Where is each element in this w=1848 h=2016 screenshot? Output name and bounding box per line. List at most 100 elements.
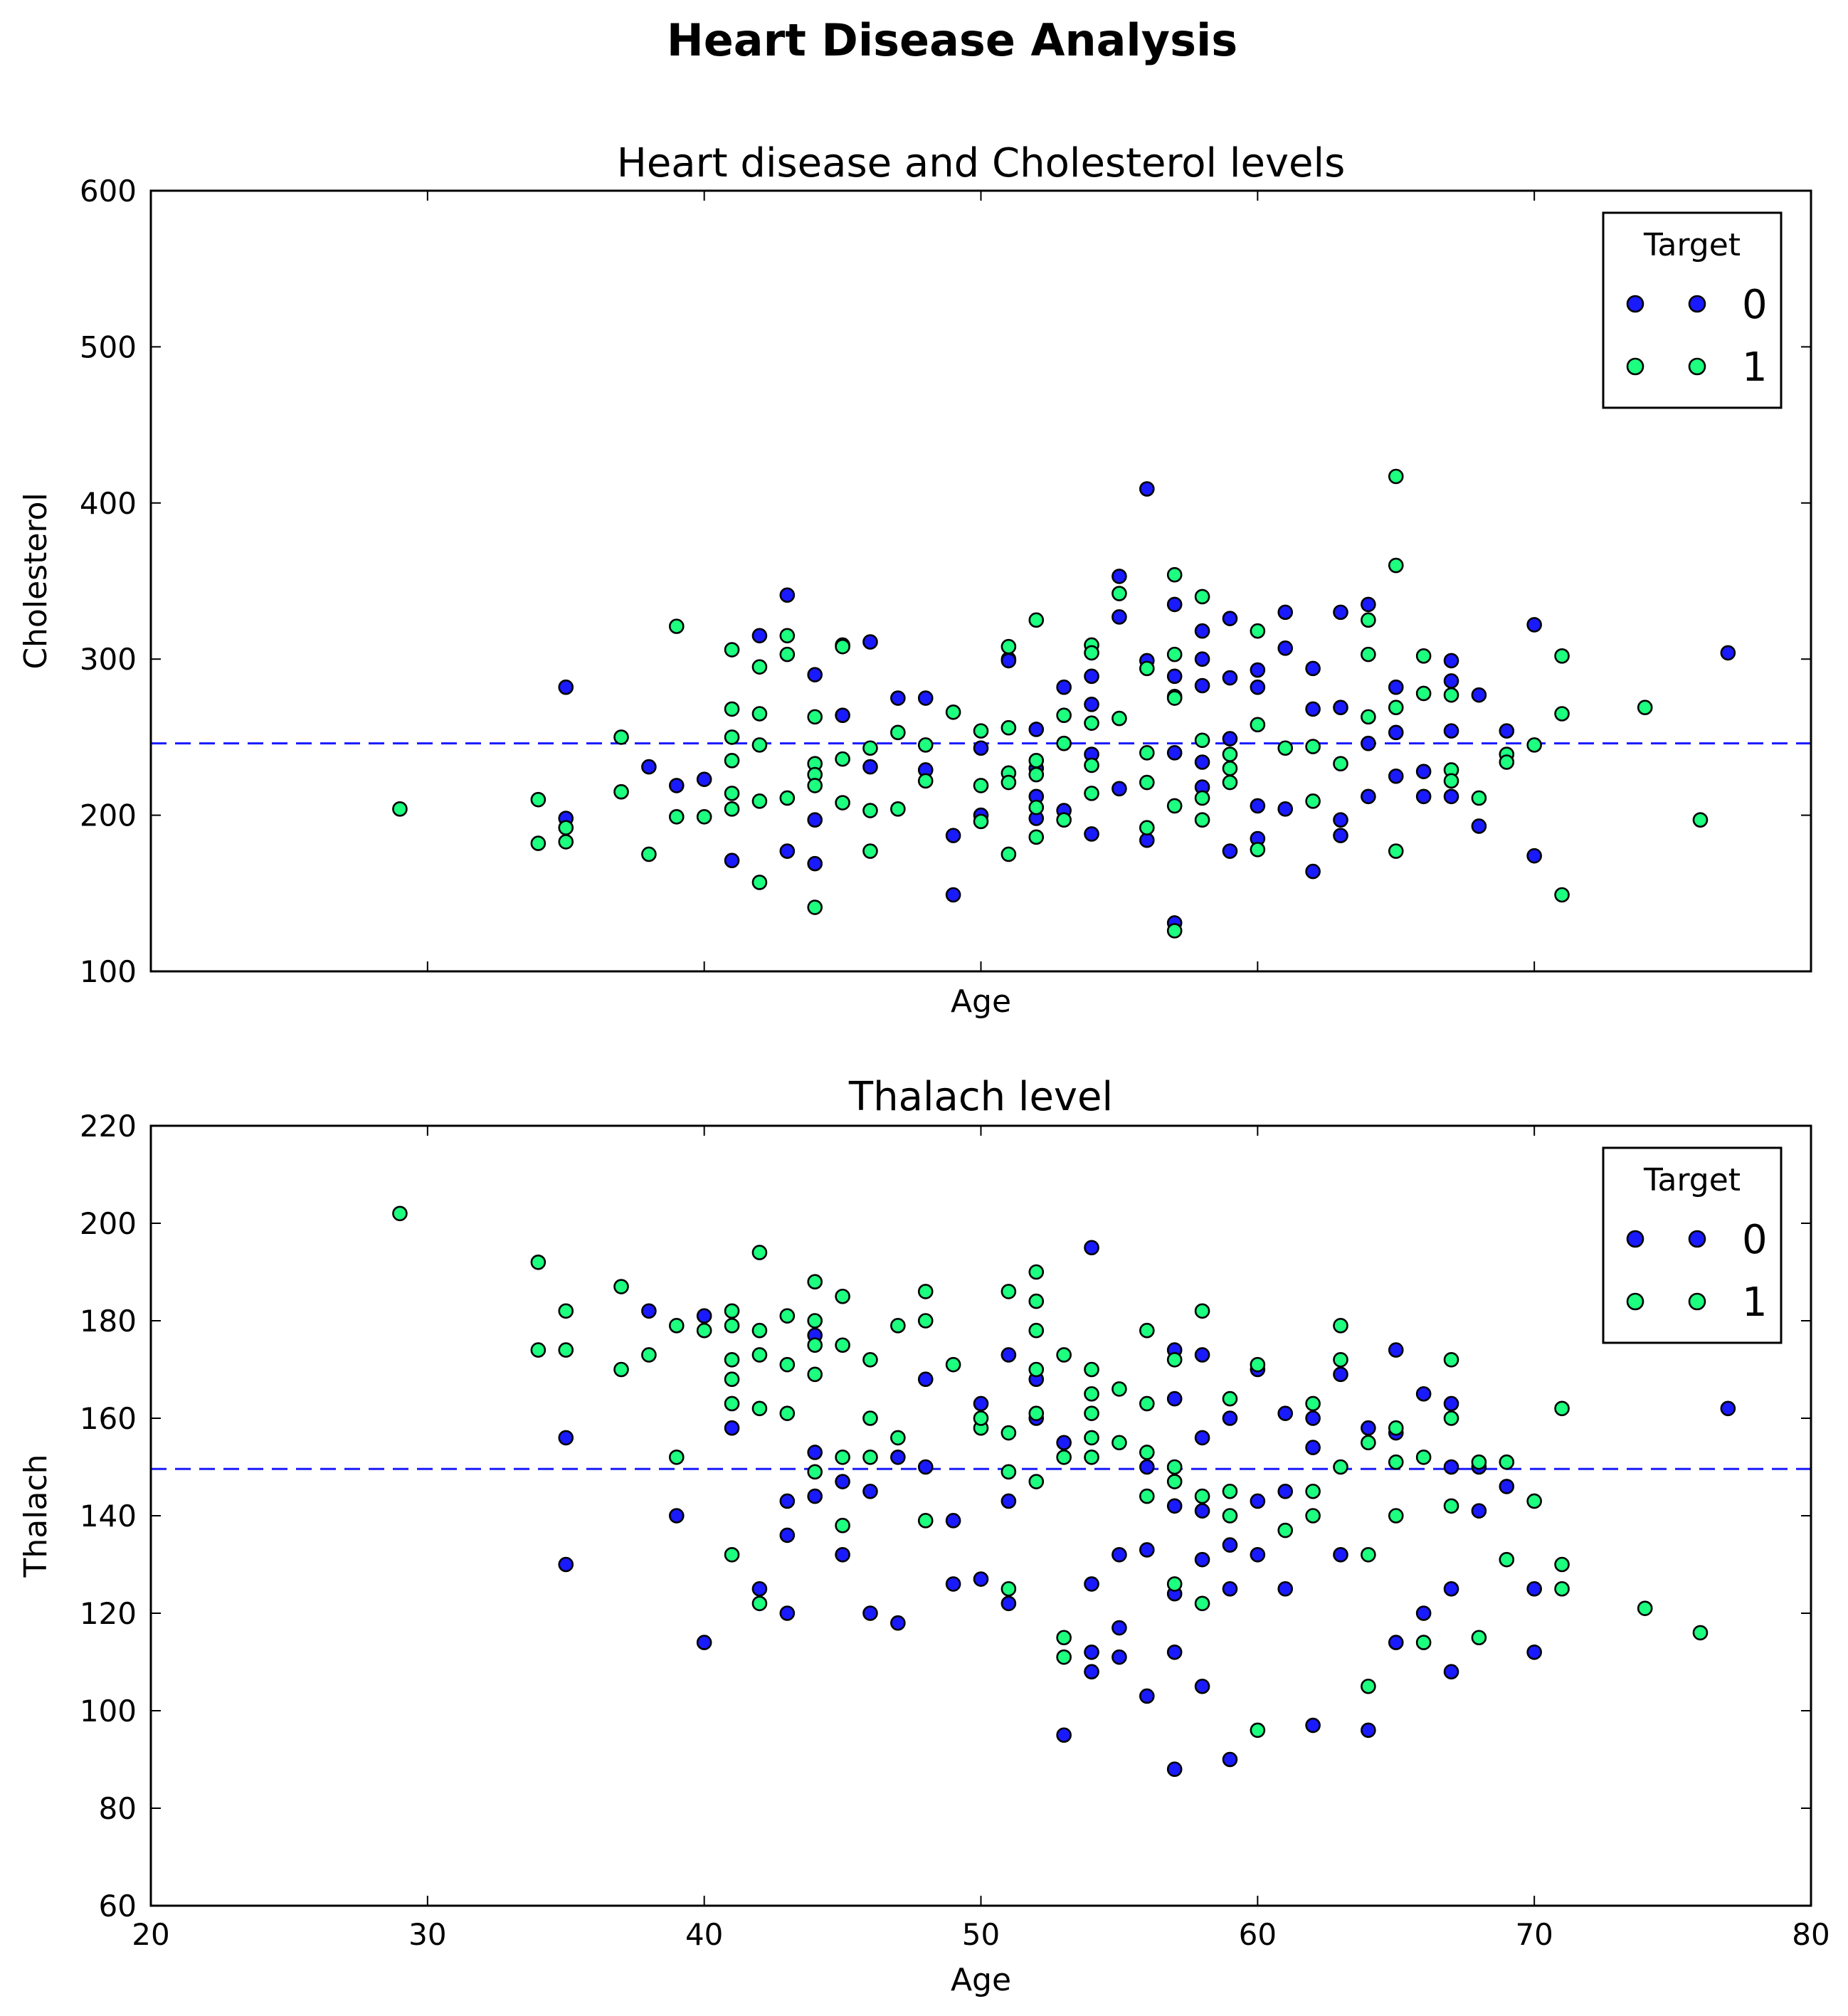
point-target-1 (1028, 1264, 1045, 1280)
point-target-0 (1361, 1722, 1376, 1738)
legend-title: Target (1643, 227, 1741, 263)
point-target-0 (807, 1445, 823, 1460)
point-target-0 (1250, 1547, 1266, 1563)
point-target-0 (1277, 604, 1294, 621)
point-target-0 (945, 887, 961, 903)
point-target-1 (1056, 735, 1072, 751)
point-target-1 (1222, 774, 1238, 791)
point-target-1 (1250, 1722, 1266, 1738)
point-target-1 (1361, 1435, 1376, 1451)
point-target-0 (1139, 481, 1155, 497)
point-target-1 (1139, 1488, 1155, 1504)
point-target-0 (1194, 1347, 1210, 1363)
point-target-1 (1112, 710, 1127, 727)
point-target-1 (1554, 1580, 1570, 1597)
point-target-1 (1194, 1303, 1210, 1319)
point-target-0 (945, 828, 961, 843)
point-target-1 (1028, 1361, 1045, 1378)
point-target-1 (724, 1318, 740, 1334)
point-target-1 (1333, 756, 1348, 771)
point-target-0 (1028, 722, 1045, 737)
point-target-1 (1000, 1580, 1017, 1597)
point-target-1 (724, 1395, 740, 1412)
point-target-1 (1028, 612, 1045, 628)
y-tick-label: 100 (80, 1694, 137, 1729)
point-target-0 (779, 1605, 796, 1621)
point-target-0 (1166, 1761, 1183, 1777)
legend-marker-0 (1626, 295, 1644, 313)
point-target-1 (835, 638, 850, 655)
point-target-1 (724, 786, 740, 801)
point-target-0 (1277, 1483, 1294, 1499)
point-target-0 (724, 853, 740, 869)
point-target-1 (1166, 1474, 1183, 1489)
point-target-0 (917, 1371, 934, 1387)
point-target-1 (1388, 700, 1404, 716)
point-target-1 (613, 1361, 629, 1378)
point-target-0 (1000, 1595, 1017, 1612)
point-target-1 (1471, 1454, 1487, 1470)
point-target-0 (1277, 801, 1294, 817)
point-target-0 (1388, 1342, 1404, 1358)
point-target-0 (1139, 832, 1155, 848)
point-target-0 (1166, 596, 1183, 613)
x-axis-label: Age (951, 1962, 1011, 1998)
point-target-0 (558, 1430, 574, 1446)
point-target-0 (1222, 1580, 1238, 1597)
point-target-1 (807, 778, 823, 793)
point-target-1 (530, 1342, 547, 1358)
point-target-1 (917, 1513, 934, 1529)
point-target-0 (1194, 1551, 1210, 1568)
point-target-0 (1415, 1605, 1432, 1621)
point-target-0 (1277, 640, 1294, 656)
point-target-1 (751, 659, 768, 675)
point-target-1 (1637, 700, 1653, 716)
point-target-1 (1415, 648, 1432, 664)
y-axis-label: Cholesterol (18, 492, 54, 669)
point-target-1 (917, 1313, 934, 1329)
point-target-0 (1499, 1479, 1515, 1494)
point-target-1 (1194, 812, 1210, 828)
point-target-1 (724, 1371, 740, 1387)
point-target-1 (1388, 1420, 1404, 1436)
point-target-1 (1333, 1352, 1348, 1368)
point-target-1 (1526, 737, 1542, 753)
point-target-1 (751, 1245, 768, 1260)
point-target-0 (1194, 1503, 1210, 1519)
point-target-1 (1056, 1649, 1072, 1665)
point-target-1 (1056, 1347, 1072, 1363)
point-target-0 (1305, 1410, 1321, 1426)
legend-label: 1 (1742, 344, 1768, 391)
point-target-1 (1388, 1508, 1404, 1524)
point-target-1 (1692, 812, 1709, 828)
point-target-0 (1471, 1503, 1487, 1519)
y-axis-label: Thalach (18, 1455, 54, 1578)
point-target-0 (1305, 701, 1321, 717)
point-target-0 (1443, 1664, 1459, 1679)
point-target-1 (779, 628, 796, 644)
point-target-0 (641, 1303, 657, 1319)
point-target-0 (751, 1580, 768, 1597)
point-target-1 (1499, 1454, 1515, 1470)
point-target-0 (1305, 1717, 1321, 1733)
point-target-1 (807, 1274, 823, 1289)
point-target-1 (1139, 745, 1155, 761)
point-target-1 (1166, 1576, 1183, 1592)
point-target-1 (1084, 757, 1099, 774)
point-target-1 (724, 753, 740, 769)
point-target-0 (862, 759, 878, 775)
point-target-1 (1222, 760, 1238, 776)
point-target-0 (973, 1395, 989, 1412)
point-target-1 (1222, 1483, 1238, 1499)
point-target-0 (1361, 788, 1376, 805)
point-target-1 (668, 808, 685, 825)
point-target-1 (1250, 623, 1266, 639)
x-axis-label: Age (951, 983, 1011, 1020)
point-target-0 (1194, 677, 1210, 694)
legend-label: 0 (1742, 1217, 1768, 1263)
point-target-0 (1084, 1664, 1099, 1679)
point-target-1 (1139, 660, 1155, 677)
point-target-0 (1720, 645, 1736, 661)
point-target-1 (835, 1450, 850, 1465)
